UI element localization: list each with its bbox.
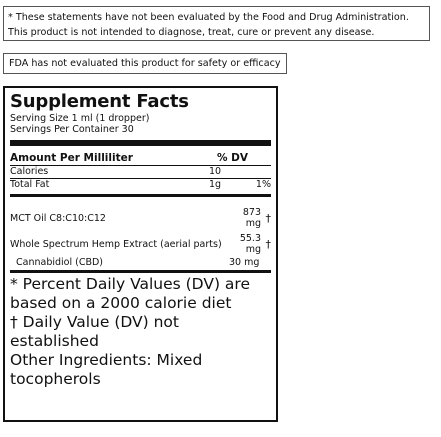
fda-disclaimer-box: * These statements have not been evaluat… (3, 6, 430, 41)
ingredient-row-mct-oil: MCT Oil C8:C10:C12 873 mg † (10, 205, 271, 231)
nutrient-amount: 10 (209, 166, 222, 177)
ingredient-name: Whole Spectrum Hemp Extract (aerial part… (10, 238, 222, 250)
disclaimer-line-1: * These statements have not been evaluat… (8, 12, 409, 23)
ingredient-amount-value: 873 (242, 207, 261, 218)
other-ingredients: Other Ingredients: Mixed tocopherols (10, 351, 203, 388)
divider (10, 178, 271, 179)
footnote-dagger: † Daily Value (DV) not established (10, 313, 179, 350)
ingredient-name: MCT Oil C8:C10:C12 (10, 212, 106, 224)
ingredient-row-hemp-extract: Whole Spectrum Hemp Extract (aerial part… (10, 231, 271, 257)
nutrient-row-calories: Calories 10 (10, 166, 271, 178)
medium-divider (10, 194, 271, 197)
divider (10, 165, 271, 166)
footnote-dv: * Percent Daily Values (DV) are based on… (10, 275, 250, 312)
footnotes: * Percent Daily Values (DV) are based on… (10, 275, 271, 389)
ingredient-amount-unit: mg (245, 218, 261, 229)
disclaimer-line-2: This product is not intended to diagnose… (8, 27, 375, 38)
servings-per-container: Servings Per Container 30 (10, 124, 134, 135)
sub-ingredient-name: Cannabidiol (CBD) (16, 257, 104, 268)
amount-header-row: Amount Per Milliliter % DV (10, 150, 271, 165)
serving-size: Serving Size 1 ml (1 dropper) (10, 113, 150, 124)
thick-divider (10, 140, 271, 146)
nutrient-name: Total Fat (10, 179, 50, 190)
sub-ingredient-amount: 30 mg (229, 257, 260, 268)
ingredient-amount-unit: mg (245, 244, 261, 255)
dv-header: % DV (217, 152, 249, 164)
nutrient-name: Calories (10, 166, 49, 177)
ingredient-amount: 55.3 mg (237, 233, 261, 255)
dagger-mark: † (265, 237, 272, 251)
dagger-mark: † (265, 211, 272, 225)
ingredient-amount-value: 55.3 (239, 233, 261, 244)
supplement-facts-panel: Supplement Facts Serving Size 1 ml (1 dr… (3, 86, 278, 422)
nutrient-row-total-fat: Total Fat 1g 1% (10, 179, 271, 191)
amount-header: Amount Per Milliliter (10, 152, 133, 164)
nutrient-amount: 1g (209, 179, 222, 190)
ingredient-amount: 873 mg (237, 207, 261, 229)
fda-note-text: FDA has not evaluated this product for s… (9, 58, 281, 69)
fda-note-box: FDA has not evaluated this product for s… (3, 53, 287, 74)
facts-title: Supplement Facts (10, 91, 189, 112)
ingredient-row-cbd: Cannabidiol (CBD) 30 mg (10, 257, 271, 269)
medium-divider (10, 270, 271, 273)
nutrient-dv: 1% (255, 179, 271, 190)
